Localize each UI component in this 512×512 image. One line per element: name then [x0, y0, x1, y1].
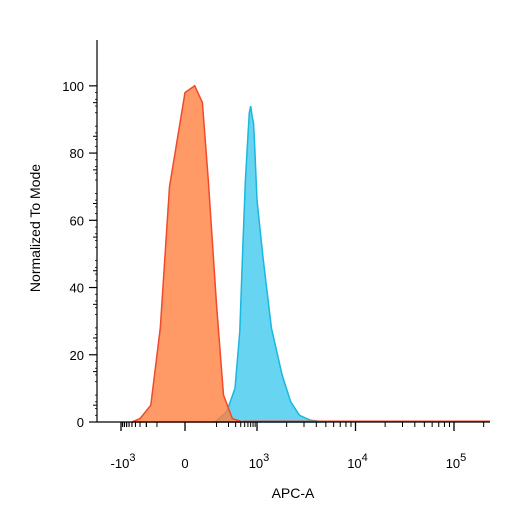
y-tick-label: 20	[70, 348, 84, 363]
x-tick-label: 103	[249, 452, 270, 471]
x-tick-label: 104	[347, 452, 368, 471]
x-tick-label: -103	[111, 452, 136, 471]
y-tick-label: 40	[70, 281, 84, 296]
y-tick-label: 0	[77, 415, 84, 430]
series-2-area	[212, 105, 326, 423]
x-axis-label: APC-A	[272, 485, 315, 501]
x-tick-label: 0	[181, 456, 188, 471]
y-tick-label: 60	[70, 213, 84, 228]
y-tick-label: 100	[62, 79, 84, 94]
x-tick-label: 105	[446, 452, 467, 471]
y-axis-label: Normalized To Mode	[27, 164, 43, 292]
series-1-area	[131, 84, 244, 423]
y-tick-label: 80	[70, 146, 84, 161]
